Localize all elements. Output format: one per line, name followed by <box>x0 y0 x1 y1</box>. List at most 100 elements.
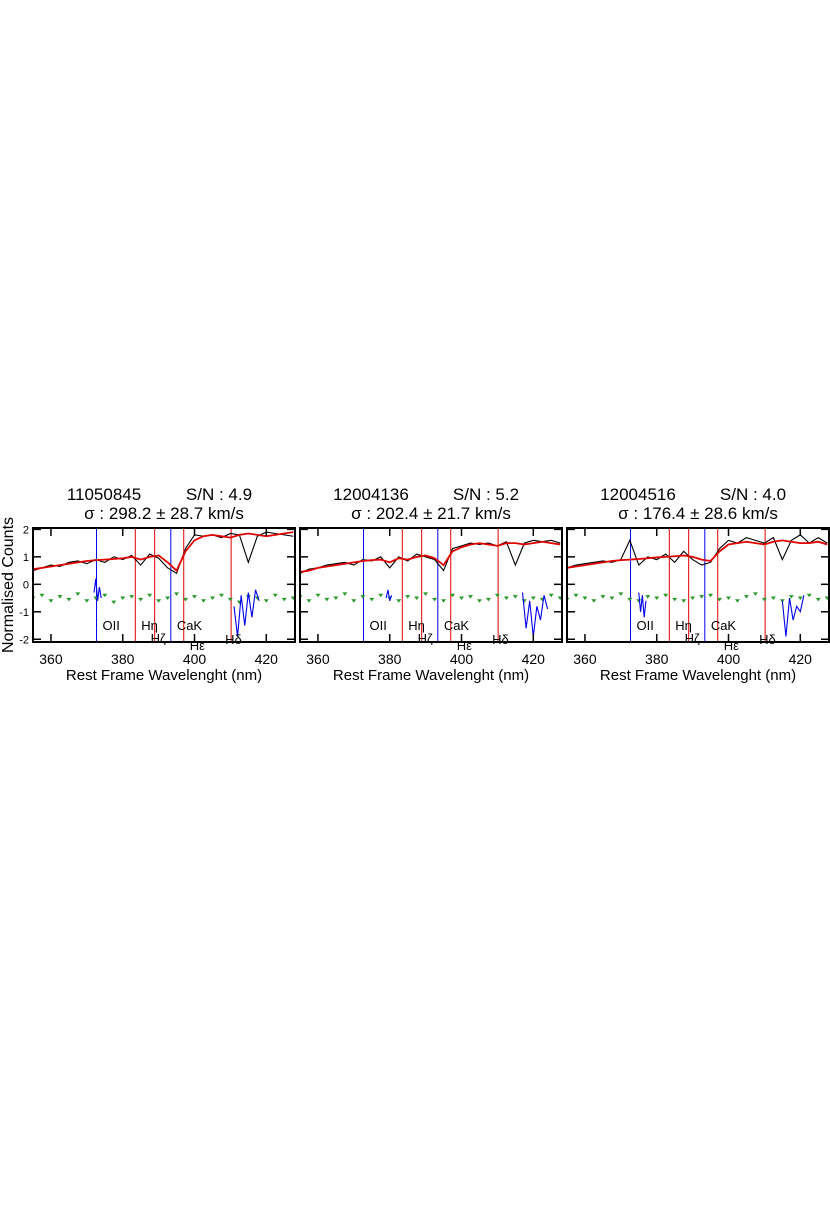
y-tick-label: 0 <box>23 579 29 591</box>
residual-point <box>726 596 732 601</box>
spectral-line-label: OII <box>370 618 387 633</box>
residual-point <box>414 596 420 601</box>
sn-label: S/N : 5.2 <box>453 485 519 504</box>
residual-point <box>609 596 615 601</box>
residual-point <box>521 599 527 603</box>
residual-point <box>111 600 117 605</box>
panel-title: 11050845 <box>67 485 141 504</box>
residual-point <box>200 599 206 603</box>
residual-point <box>405 595 411 599</box>
residual-point <box>797 596 803 601</box>
model-line <box>567 539 828 569</box>
y-tick-label: 1 <box>23 552 29 564</box>
residual-point <box>681 599 687 603</box>
residual-point <box>618 592 624 596</box>
residual-point <box>503 596 509 601</box>
x-tick-label: 400 <box>450 651 474 667</box>
residual-point <box>75 592 81 596</box>
residual-point <box>165 596 171 601</box>
residual-point <box>734 599 740 603</box>
residual-point <box>227 597 233 602</box>
residual-point <box>699 595 705 599</box>
residual-point <box>494 593 500 598</box>
residual-point <box>788 595 794 599</box>
x-tick-label: 420 <box>789 651 813 667</box>
residual-point <box>423 592 429 596</box>
spectral-line-label: Hζ <box>418 631 433 646</box>
residual-point <box>281 597 287 602</box>
sn-label: S/N : 4.0 <box>720 485 786 504</box>
x-tick-label: 360 <box>573 651 597 667</box>
residual-point <box>378 593 384 598</box>
residual-point <box>806 593 812 598</box>
residual-point <box>485 597 491 602</box>
residual-point <box>815 597 821 602</box>
residual-point <box>432 597 438 602</box>
x-tick-label: 380 <box>645 651 669 667</box>
plot-area <box>300 528 562 642</box>
residual-point <box>690 596 696 601</box>
model-line <box>300 540 561 573</box>
residual-point <box>156 599 162 603</box>
residual-point <box>66 597 72 602</box>
residual-point <box>591 599 597 603</box>
spectral-line-label: Hδ <box>492 632 509 647</box>
spectral-line-label: CaK <box>444 618 470 633</box>
spectral-line-label: OII <box>637 618 654 633</box>
x-tick-label: 360 <box>306 651 330 667</box>
residual-point <box>290 596 295 601</box>
x-tick-label: 420 <box>522 651 546 667</box>
residual-point <box>183 597 189 602</box>
residual-point <box>333 596 339 601</box>
spectral-line-label: Hδ <box>759 632 776 647</box>
sigma-label: σ : 176.4 ± 28.6 km/s <box>618 504 778 523</box>
residual-point <box>57 595 63 599</box>
residual-point <box>627 597 633 602</box>
residual-point <box>824 596 829 601</box>
residual-point <box>600 595 606 599</box>
x-tick-label: 380 <box>111 651 135 667</box>
plot-frame <box>32 527 296 643</box>
residual-point <box>717 597 723 602</box>
residual-point <box>324 597 330 602</box>
plot-area <box>33 528 295 642</box>
spectral-line-label: Hη <box>141 618 158 633</box>
spectral-line-label: OII <box>103 618 120 633</box>
plot-area <box>567 528 829 642</box>
spectrum-line <box>93 578 260 637</box>
residual-point <box>84 599 90 603</box>
residual-point <box>530 596 536 601</box>
residual-point <box>557 596 562 601</box>
residual-point <box>48 599 54 603</box>
residual-point <box>467 595 473 599</box>
residual-point <box>459 596 465 601</box>
spectral-line-label: Hζ <box>151 631 166 646</box>
x-axis-label: Rest Frame Wavelenght (nm) <box>600 667 796 684</box>
residual-point <box>582 596 588 601</box>
spectral-line-label: Hη <box>408 618 425 633</box>
spectral-line-label: CaK <box>177 618 203 633</box>
residual-point <box>102 593 108 598</box>
residual-point <box>147 593 153 598</box>
residual-point <box>396 599 402 603</box>
y-tick-label: -1 <box>19 607 29 619</box>
sn-label: S/N : 4.9 <box>186 485 252 504</box>
spectral-line-label: Hη <box>675 618 692 633</box>
residual-point <box>708 593 714 598</box>
spectral-line-label: Hζ <box>685 631 700 646</box>
residual-point <box>342 592 348 596</box>
spectrum-line <box>638 592 805 637</box>
residual-point <box>752 592 758 596</box>
residual-point <box>272 593 278 598</box>
residual-point <box>218 593 224 598</box>
x-tick-label: 360 <box>39 651 63 667</box>
residual-point <box>476 599 482 603</box>
spectrum-line <box>567 534 828 569</box>
residual-point <box>263 599 269 603</box>
residual-point <box>512 595 518 599</box>
sigma-label: σ : 298.2 ± 28.7 km/s <box>84 504 244 523</box>
residual-point <box>192 595 198 599</box>
x-axis-label: Rest Frame Wavelenght (nm) <box>66 667 262 684</box>
residual-point <box>450 593 456 598</box>
residual-point <box>39 593 45 598</box>
